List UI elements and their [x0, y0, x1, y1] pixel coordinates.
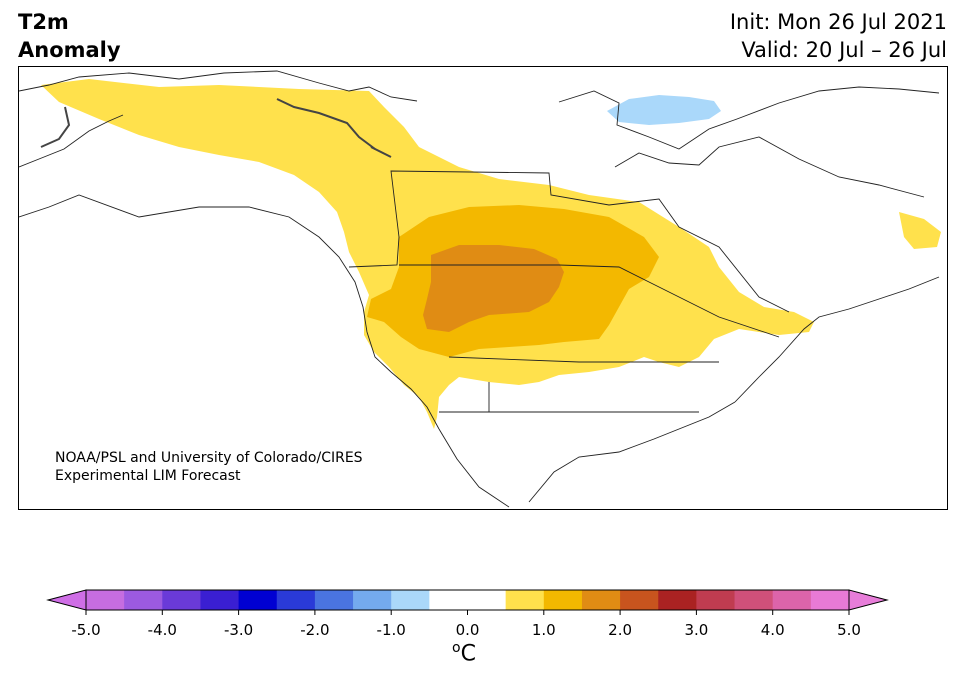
colorbar-over-arrow	[848, 589, 889, 611]
unit-degree: o	[452, 640, 461, 656]
forecast-dates: Init: Mon 26 Jul 2021 Valid: 20 Jul – 26…	[730, 8, 947, 64]
title-line-2: Anomaly	[18, 38, 121, 62]
colorbar-cell	[810, 590, 850, 610]
colorbar-unit: oC	[452, 640, 476, 666]
colorbar-cell	[467, 590, 507, 610]
colorbar-tick-label: 1.0	[532, 621, 556, 639]
map-canvas	[19, 70, 941, 508]
colorbar-cell	[124, 590, 163, 610]
colorbar-tick-label: -3.0	[224, 621, 253, 639]
colorbar-cell	[505, 590, 545, 610]
colorbar-tick-label: 5.0	[837, 621, 861, 639]
cool-anomaly-region	[607, 95, 721, 125]
colorbar-ticks: -5.0 -4.0 -3.0 -2.0 -1.0 0.0 1.0 2.0 3.0 4.0 5.0	[71, 610, 861, 639]
colorbar-cell	[772, 590, 812, 610]
colorbar-cell	[429, 590, 468, 610]
colorbar-tick-label: 0.0	[456, 621, 480, 639]
colorbar: -5.0 -4.0 -3.0 -2.0 -1.0 0.0 1.0 2.0 3.0 4.0 5.0	[46, 589, 889, 639]
colorbar-cell	[200, 590, 240, 610]
colorbar-cell	[658, 590, 697, 610]
warm-anomaly-region-3	[423, 245, 564, 332]
colorbar-tick-label: 3.0	[684, 621, 708, 639]
colorbar-cell	[314, 590, 354, 610]
colorbar-tick-label: -5.0	[71, 621, 100, 639]
colorbar-under-arrow	[46, 589, 87, 611]
title-line-1: T2m	[18, 10, 69, 34]
colorbar-cell	[86, 590, 125, 610]
colorbar-tick-label: -2.0	[300, 621, 329, 639]
credit-line-2: Experimental LIM Forecast	[55, 468, 241, 484]
river-lines	[40, 98, 392, 158]
colorbar-tick-label: 2.0	[608, 621, 632, 639]
colorbar-tick-label: -1.0	[377, 621, 406, 639]
map-title: T2m Anomaly	[18, 8, 121, 64]
colorbar-cell	[620, 590, 659, 610]
colorbar-cell	[238, 590, 278, 610]
data-credit: NOAA/PSL and University of Colorado/CIRE…	[55, 449, 363, 485]
valid-range: Valid: 20 Jul – 26 Jul	[741, 38, 947, 62]
colorbar-cell	[543, 590, 583, 610]
warm-anomaly-region-northeast	[899, 212, 941, 249]
colorbar-cell	[391, 590, 430, 610]
colorbar-cell	[353, 590, 392, 610]
colorbar-tick-label: 4.0	[761, 621, 785, 639]
init-date: Init: Mon 26 Jul 2021	[729, 10, 947, 34]
colorbar-cells	[86, 590, 850, 610]
colorbar-cell	[276, 590, 316, 610]
colorbar-cell	[162, 590, 201, 610]
coastline-lines	[19, 70, 940, 508]
anomaly-map: NOAA/PSL and University of Colorado/CIRE…	[18, 66, 948, 510]
unit-label: C	[460, 641, 476, 667]
colorbar-tick-label: -4.0	[148, 621, 177, 639]
credit-line-1: NOAA/PSL and University of Colorado/CIRE…	[55, 450, 363, 466]
colorbar-cell	[734, 590, 774, 610]
colorbar-cell	[696, 590, 736, 610]
colorbar-cell	[581, 590, 621, 610]
